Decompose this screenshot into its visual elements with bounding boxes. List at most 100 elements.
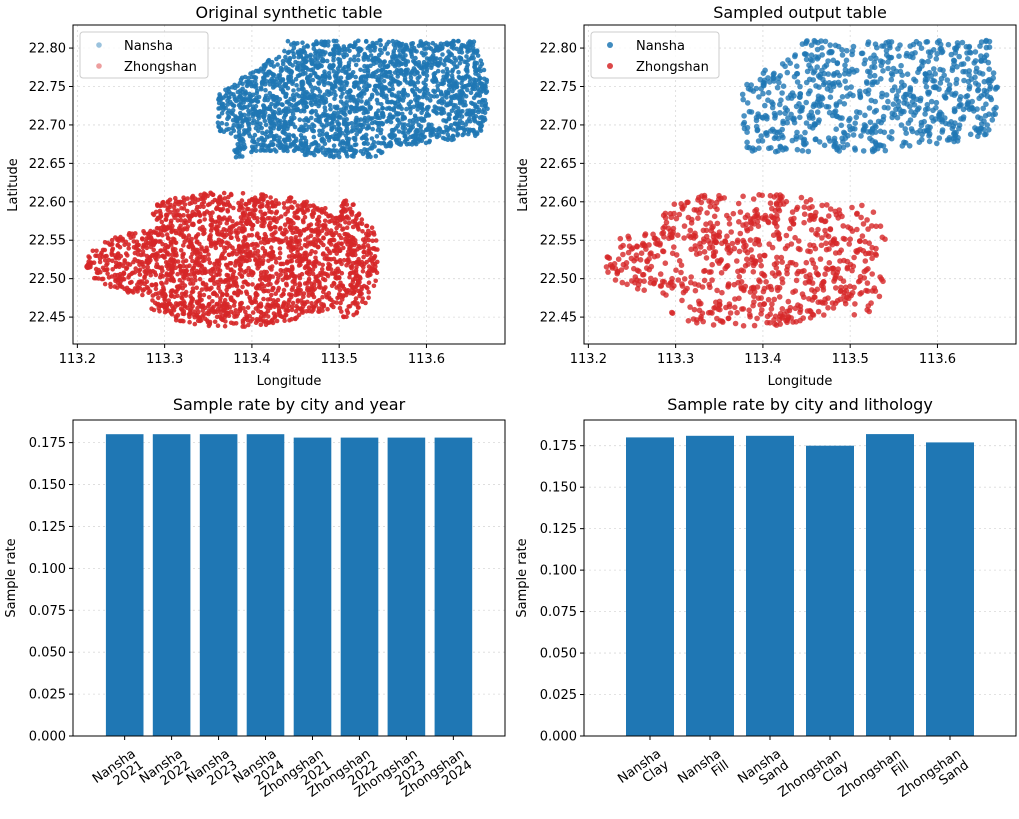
scatter-point-zhongshan	[163, 293, 168, 298]
scatter-point-nansha	[814, 109, 821, 115]
scatter-point-zhongshan	[125, 253, 130, 258]
scatter-point-zhongshan	[294, 258, 300, 264]
scatter-point-nansha	[337, 57, 343, 63]
scatter-point-nansha	[224, 122, 229, 127]
scatter-point-zhongshan	[240, 320, 246, 326]
scatter-point-nansha	[907, 43, 913, 49]
scatter-point-zhongshan	[337, 248, 343, 254]
scatter-point-zhongshan	[313, 279, 318, 284]
scatter-point-nansha	[328, 81, 334, 87]
scatter-point-nansha	[285, 99, 291, 104]
scatter-point-nansha	[301, 102, 306, 108]
scatter-point-zhongshan	[359, 284, 365, 290]
scatter-point-zhongshan	[137, 272, 143, 277]
scatter-point-zhongshan	[178, 223, 183, 229]
scatter-point-nansha	[262, 97, 267, 103]
scatter-point-nansha	[396, 90, 402, 96]
scatter-point-zhongshan	[243, 201, 248, 207]
scatter-point-nansha	[403, 62, 409, 68]
scatter-point-zhongshan	[286, 206, 291, 211]
scatter-point-nansha	[850, 132, 857, 138]
scatter-point-zhongshan	[355, 273, 360, 278]
scatter-point-nansha	[278, 87, 284, 92]
scatter-point-zhongshan	[336, 292, 342, 297]
scatter-point-nansha	[450, 127, 456, 132]
scatter-point-zhongshan	[242, 226, 247, 231]
scatter-point-nansha	[288, 108, 294, 114]
scatter-point-zhongshan	[177, 277, 183, 283]
scatter-point-nansha	[377, 63, 383, 69]
y-tick-label: 22.70	[29, 118, 66, 133]
scatter-point-nansha	[378, 130, 384, 136]
scatter-point-nansha	[363, 136, 369, 141]
scatter-point-nansha	[744, 139, 750, 146]
scatter-point-zhongshan	[289, 258, 295, 264]
scatter-point-nansha	[326, 74, 332, 79]
scatter-point-nansha	[423, 77, 429, 83]
scatter-point-zhongshan	[221, 202, 227, 207]
scatter-point-zhongshan	[217, 268, 223, 273]
scatter-point-nansha	[337, 62, 343, 68]
scatter-point-zhongshan	[302, 203, 307, 209]
scatter-point-nansha	[844, 93, 851, 99]
scatter-point-zhongshan	[206, 295, 212, 300]
scatter-point-zhongshan	[273, 230, 278, 235]
scatter-point-nansha	[428, 127, 433, 132]
scatter-point-nansha	[239, 112, 244, 118]
scatter-point-zhongshan	[248, 221, 253, 227]
scatter-point-zhongshan	[122, 242, 127, 248]
scatter-point-zhongshan	[208, 217, 214, 222]
scatter-point-nansha	[328, 106, 333, 112]
scatter-point-nansha	[867, 119, 874, 125]
scatter-point-zhongshan	[190, 289, 196, 294]
scatter-point-nansha	[434, 134, 440, 140]
scatter-point-zhongshan	[281, 201, 287, 206]
scatter-point-zhongshan	[288, 236, 294, 241]
scatter-point-zhongshan	[315, 298, 321, 304]
scatter-point-zhongshan	[340, 227, 345, 232]
scatter-point-zhongshan	[168, 277, 174, 282]
scatter-point-nansha	[456, 69, 461, 75]
scatter-point-nansha	[305, 79, 311, 85]
scatter-point-nansha	[372, 119, 378, 125]
scatter-point-zhongshan	[209, 223, 215, 228]
scatter-point-nansha	[417, 103, 422, 109]
scatter-point-zhongshan	[230, 272, 236, 278]
scatter-point-nansha	[390, 130, 395, 135]
scatter-point-nansha	[404, 45, 410, 50]
scatter-point-zhongshan	[347, 245, 353, 250]
scatter-point-nansha	[295, 106, 300, 112]
scatter-point-nansha	[272, 116, 278, 121]
scatter-point-nansha	[768, 128, 774, 134]
scatter-point-nansha	[879, 93, 885, 100]
scatter-point-nansha	[395, 74, 401, 79]
scatter-point-nansha	[333, 79, 338, 84]
scatter-point-zhongshan	[240, 244, 246, 249]
scatter-point-nansha	[225, 110, 230, 116]
scatter-point-nansha	[289, 42, 294, 47]
scatter-point-nansha	[297, 73, 302, 78]
scatter-point-zhongshan	[266, 303, 272, 308]
scatter-point-zhongshan	[337, 305, 343, 311]
scatter-point-nansha	[246, 112, 251, 117]
scatter-point-nansha	[985, 59, 992, 66]
scatter-point-nansha	[235, 145, 241, 151]
scatter-point-nansha	[244, 83, 250, 89]
scatter-point-zhongshan	[105, 271, 110, 276]
scatter-point-nansha	[332, 148, 337, 154]
scatter-point-nansha	[413, 133, 418, 139]
scatter-point-nansha	[317, 101, 323, 106]
scatter-point-zhongshan	[272, 304, 277, 310]
scatter-point-zhongshan	[366, 289, 372, 295]
scatter-point-nansha	[261, 103, 267, 109]
scatter-point-nansha	[989, 117, 996, 123]
scatter-point-zhongshan	[222, 196, 228, 201]
scatter-point-zhongshan	[269, 267, 274, 272]
scatter-point-nansha	[468, 90, 474, 96]
scatter-point-zhongshan	[243, 220, 249, 225]
scatter-point-nansha	[358, 67, 363, 73]
scatter-point-nansha	[356, 52, 361, 58]
scatter-point-nansha	[358, 149, 364, 154]
scatter-point-zhongshan	[236, 288, 242, 294]
scatter-point-nansha	[479, 123, 485, 128]
